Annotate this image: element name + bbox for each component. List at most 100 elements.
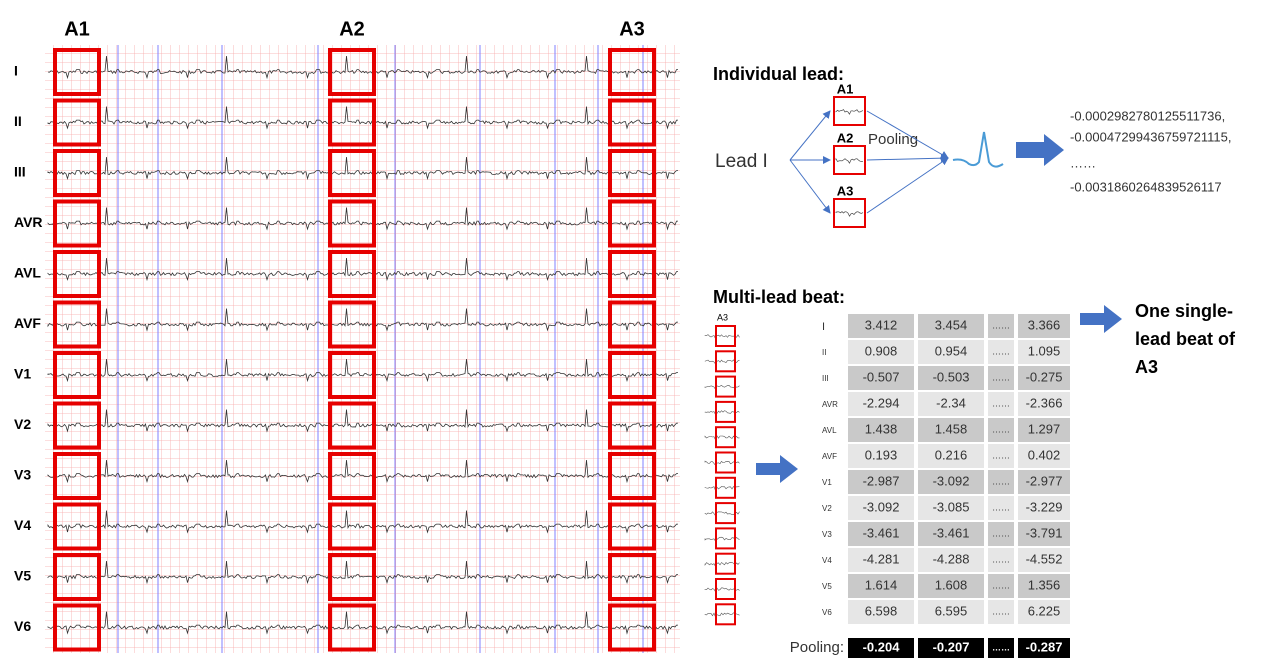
cell-value: -0.275 (1026, 369, 1063, 384)
section-title: Multi-lead beat: (713, 287, 845, 307)
output-label: One single-lead beat of A3 (1135, 301, 1236, 377)
beat-box (716, 503, 735, 523)
beat-trace (836, 159, 863, 164)
lead-label: I (14, 63, 18, 79)
cell-value: 0.216 (935, 447, 968, 462)
cell-value: -2.34 (936, 395, 966, 410)
cell-value: 0.402 (1028, 447, 1061, 462)
cell-value: -0.507 (863, 369, 900, 384)
arrow (756, 455, 798, 483)
cell-value: -0.287 (1026, 639, 1063, 654)
beat-label: A2 (339, 18, 365, 40)
operation: Pooling (868, 131, 918, 148)
individual-lead: A1A2A3-0.0002982780125511736,-0.00047299… (790, 81, 1231, 227)
cell-value: 1.458 (935, 421, 968, 436)
row-lead: V1 (822, 478, 832, 487)
row-lead: V3 (822, 530, 832, 539)
cell-value: …… (992, 320, 1010, 330)
row-lead: II (822, 348, 826, 357)
cell-value: 6.595 (935, 603, 968, 618)
cell-value: …… (992, 346, 1010, 356)
cell-value: …… (992, 554, 1010, 564)
lead-label: V2 (14, 416, 31, 432)
output-line: One single- (1135, 301, 1233, 321)
cell-value: …… (992, 450, 1010, 460)
beat-label: A3 (837, 183, 854, 198)
cell-value: 1.438 (865, 421, 898, 436)
row-lead: V6 (822, 608, 832, 617)
output-line: lead beat of (1135, 329, 1236, 349)
lead-label: III (14, 164, 26, 180)
cell-value: -4.552 (1026, 551, 1063, 566)
cell-value: -3.085 (933, 499, 970, 514)
cell-value: -4.281 (863, 551, 900, 566)
figure: A1A2A3IIIIIIAVRAVLAVFV1V2V3V4V5V6 Indivi… (0, 0, 1269, 659)
cell-value: -2.294 (863, 395, 900, 410)
row-lead: V2 (822, 504, 832, 513)
output-value: -0.00047299436759721115, (1070, 129, 1231, 144)
lead-input: Lead I (715, 151, 768, 172)
stack-label: A3 (717, 312, 728, 322)
cell-value: 0.193 (865, 447, 898, 462)
row-lead: AVL (822, 426, 837, 435)
connector (867, 158, 948, 160)
pooling-label: Pooling: (790, 639, 844, 656)
cell-value: 0.908 (865, 343, 898, 358)
cell-value: …… (992, 424, 1010, 434)
lead-label: AVR (14, 214, 43, 230)
cell-value: -0.207 (933, 639, 970, 654)
row-lead: III (822, 374, 829, 383)
lead-label: II (14, 113, 22, 129)
output-value: -0.0031860264839526117 (1070, 179, 1222, 194)
lead-label: V5 (14, 568, 31, 584)
cell-value: -0.503 (933, 369, 970, 384)
row-lead: V4 (822, 556, 832, 565)
lead-label: V4 (14, 517, 31, 533)
row-lead: AVR (822, 400, 838, 409)
lead-label: V3 (14, 467, 31, 483)
arrow (1080, 305, 1122, 333)
cell-value: 6.225 (1028, 603, 1061, 618)
cell-value: 1.608 (935, 577, 968, 592)
cell-value: 3.412 (865, 317, 898, 332)
lead-label: AVF (14, 315, 41, 331)
cell-value: -4.288 (933, 551, 970, 566)
cell-value: -3.791 (1026, 525, 1063, 540)
beat-trace (836, 212, 863, 217)
beat-trace (836, 110, 863, 115)
beat-box (834, 146, 865, 174)
cell-value: …… (992, 528, 1010, 538)
cell-value: …… (992, 372, 1010, 382)
arrow (1016, 134, 1064, 166)
cell-value: …… (992, 398, 1010, 408)
lead-label: AVL (14, 265, 41, 281)
cell-value: -2.977 (1026, 473, 1063, 488)
cell-value: …… (992, 476, 1010, 486)
cell-value: 0.954 (935, 343, 968, 358)
cell-value: -2.366 (1026, 395, 1063, 410)
cell-value: -3.229 (1026, 499, 1063, 514)
section-title: Individual lead: (713, 64, 844, 84)
cell-value: …… (992, 606, 1010, 616)
cell-value: 1.095 (1028, 343, 1061, 358)
cell-value: -2.987 (863, 473, 900, 488)
cell-value: -3.092 (863, 499, 900, 514)
row-lead: AVF (822, 452, 837, 461)
output-value: -0.0002982780125511736, (1070, 108, 1225, 123)
cell-value: -0.204 (863, 639, 901, 654)
output-line: A3 (1135, 357, 1158, 377)
cell-value: -3.092 (933, 473, 970, 488)
beat-label: A3 (619, 18, 645, 40)
cell-value: …… (992, 580, 1010, 590)
cell-value: 1.614 (865, 577, 898, 592)
cell-value: -3.461 (933, 525, 970, 540)
beat-label: A1 (837, 81, 854, 96)
cell-value: 3.366 (1028, 317, 1061, 332)
cell-value: …… (992, 502, 1010, 512)
connector (790, 111, 830, 160)
lead-label: V6 (14, 618, 31, 634)
cell-value: 3.454 (935, 317, 968, 332)
lead-label: V1 (14, 366, 31, 382)
connector (867, 158, 948, 213)
